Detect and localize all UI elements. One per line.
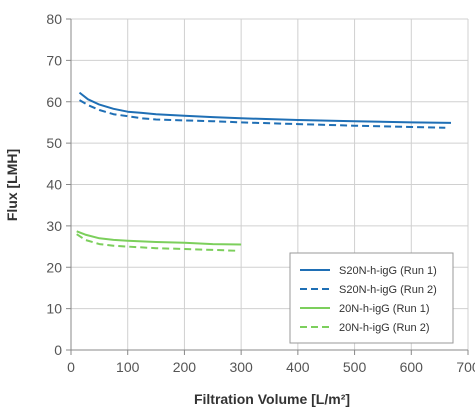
legend-label: 20N-h-igG (Run 2) bbox=[339, 322, 429, 334]
x-tick-label: 200 bbox=[173, 359, 197, 375]
y-tick-label: 80 bbox=[46, 11, 62, 27]
series-line bbox=[78, 91, 452, 124]
legend-label: S20N-h-igG (Run 1) bbox=[339, 265, 437, 277]
y-tick-label: 10 bbox=[46, 301, 62, 317]
series-line bbox=[78, 99, 446, 129]
y-tick-label: 40 bbox=[46, 177, 62, 193]
grid-lines bbox=[71, 18, 469, 350]
legend: S20N-h-igG (Run 1) S20N-h-igG (Run 2) 20N-… bbox=[289, 252, 454, 344]
y-tick-label: 0 bbox=[54, 342, 62, 358]
axes: 0 10 20 30 40 50 60 70 80 0 100 200 300 400 500 600 700 bbox=[46, 11, 475, 375]
y-tick-label: 60 bbox=[46, 94, 62, 110]
y-tick-label: 50 bbox=[46, 135, 62, 151]
x-tick-label: 500 bbox=[343, 359, 367, 375]
y-tick-label: 20 bbox=[46, 259, 62, 275]
series-lines bbox=[76, 91, 452, 252]
series-line bbox=[76, 230, 242, 246]
x-tick-label: 100 bbox=[116, 359, 140, 375]
legend-label: 20N-h-igG (Run 1) bbox=[339, 303, 429, 315]
y-tick-label: 70 bbox=[46, 52, 62, 68]
series-line bbox=[76, 233, 236, 252]
x-tick-label: 400 bbox=[286, 359, 310, 375]
x-tick-label: 700 bbox=[456, 359, 475, 375]
x-tick-label: 0 bbox=[67, 359, 75, 375]
x-axis-title: Filtration Volume [L/m²] bbox=[194, 391, 350, 407]
x-tick-label: 600 bbox=[400, 359, 424, 375]
legend-label: S20N-h-igG (Run 2) bbox=[339, 284, 437, 296]
y-axis-title: Flux [LMH] bbox=[4, 149, 20, 221]
x-tick-label: 300 bbox=[229, 359, 253, 375]
y-tick-label: 30 bbox=[46, 218, 62, 234]
